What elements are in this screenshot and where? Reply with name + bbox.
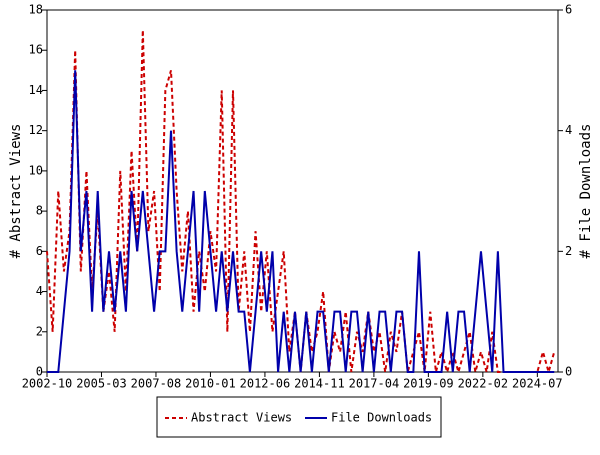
legend-label: Abstract Views (191, 411, 292, 425)
y-tick-label: 12 (29, 123, 43, 137)
x-tick-label: 2024-07 (512, 377, 563, 391)
x-tick-label: 2010-01 (185, 377, 236, 391)
y-tick-label: 16 (29, 43, 43, 57)
x-tick-label: 2002-10 (22, 377, 73, 391)
y2-tick-label: 2 (565, 244, 572, 258)
y2-tick-label: 0 (565, 365, 572, 379)
y-tick-label: 14 (29, 83, 43, 97)
y-tick-label: 10 (29, 163, 43, 177)
x-tick-label: 2022-02 (458, 377, 509, 391)
y-tick-label: 6 (36, 244, 43, 258)
y2-tick-label: 4 (565, 123, 572, 137)
x-tick-label: 2005-03 (76, 377, 127, 391)
legend-label: File Downloads (331, 411, 432, 425)
y2-axis-label: # File Downloads (578, 124, 594, 259)
y-tick-label: 4 (36, 284, 43, 298)
y-tick-label: 0 (36, 365, 43, 379)
y2-tick-label: 6 (565, 3, 572, 17)
plot-frame (46, 9, 559, 373)
y-tick-label: 8 (36, 204, 43, 218)
legend-box (156, 396, 442, 438)
x-tick-label: 2007-08 (131, 377, 182, 391)
y-tick-label: 2 (36, 324, 43, 338)
data-line (46, 30, 556, 376)
x-tick-label: 2019-09 (403, 377, 454, 391)
x-tick-label: 2014-11 (294, 377, 345, 391)
x-tick-label: 2017-04 (349, 377, 400, 391)
data-line (47, 70, 555, 373)
y-axis-label: # Abstract Views (8, 124, 24, 259)
x-tick-label: 2012-06 (240, 377, 291, 391)
y-tick-label: 18 (29, 3, 43, 17)
